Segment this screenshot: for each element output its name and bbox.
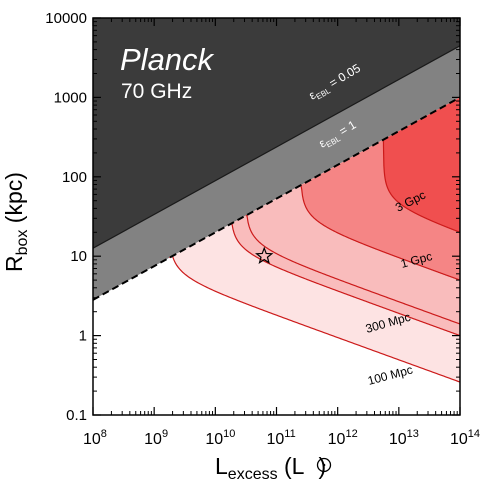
region-eps-0.05 (93, 18, 460, 249)
curve-3-gpc (382, 139, 460, 233)
x-axis-label: Lexcess (L) (215, 453, 326, 483)
line-eps-1 (93, 96, 460, 301)
chart-title: Planck (120, 42, 215, 77)
y-tick-label: 1 (79, 328, 87, 345)
x-tick-label: 1012 (328, 428, 358, 448)
y-tick-label: 0.1 (66, 407, 87, 424)
y-tick-label: 10000 (45, 10, 87, 27)
y-tick-label: 100 (62, 169, 87, 186)
plot-area (93, 18, 460, 383)
y-axis-label: Rbox (kpc) (1, 172, 31, 272)
x-tick-label: 1014 (450, 428, 480, 448)
y-tick-labels: 0.1 1 10 100 1000 10000 (45, 10, 87, 424)
y-tick-label: 1000 (54, 89, 87, 106)
chart-subtitle: 70 GHz (121, 80, 192, 103)
y-tick-label: 10 (70, 248, 87, 265)
x-tick-label: 1011 (267, 428, 296, 448)
ticks (92, 17, 461, 416)
curve-label: 100 Mpc (366, 362, 414, 387)
x-tick-label: 108 (83, 428, 107, 448)
region-3-gpc (383, 97, 460, 233)
curve-1-gpc (300, 184, 460, 281)
line-eps-0.05 (93, 45, 460, 249)
x-tick-labels: 108 109 1010 1011 1012 1013 1014 (83, 428, 480, 448)
sun-symbol (316, 457, 332, 473)
x-tick-label: 109 (144, 428, 168, 448)
x-tick-label: 1013 (389, 428, 419, 448)
curve-100-mpc (169, 255, 460, 383)
region-eps-1 (93, 45, 460, 300)
x-tick-label: 1010 (205, 428, 235, 448)
curve-inner (245, 214, 460, 325)
curve-300-mpc (230, 222, 460, 337)
star-marker (255, 246, 274, 265)
